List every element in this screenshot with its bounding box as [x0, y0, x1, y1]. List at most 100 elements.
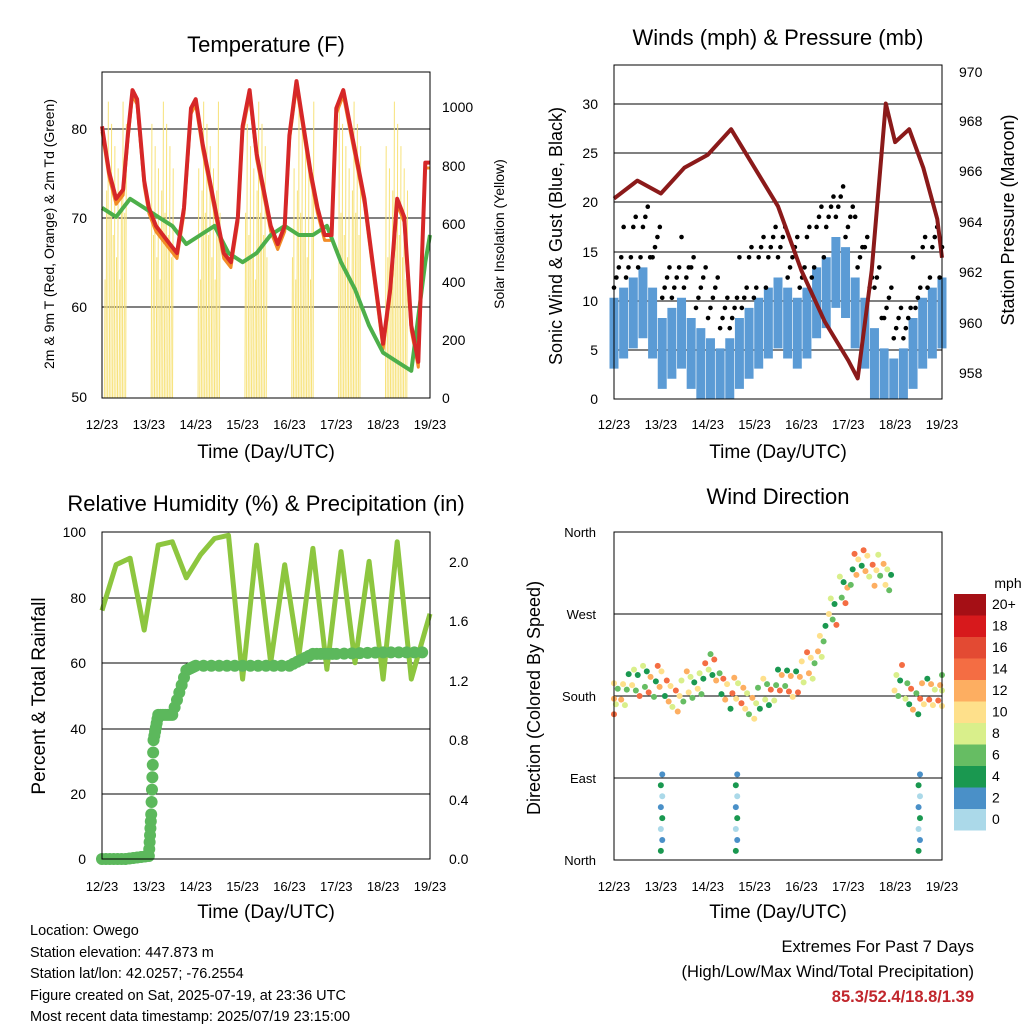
direction-frame	[613, 531, 943, 861]
ytick-label: 600	[442, 216, 466, 232]
direction-point	[875, 551, 882, 558]
insolation-spike	[403, 168, 405, 399]
gust-point	[645, 204, 651, 209]
legend-swatch	[954, 787, 986, 809]
gust-point	[905, 315, 911, 321]
ytick-label: 70	[71, 210, 87, 226]
ytick-label: 400	[442, 274, 466, 290]
insolation-spike	[152, 234, 155, 399]
xtick-label: 18/23	[879, 417, 912, 432]
direction-point	[636, 693, 643, 699]
gust-point	[753, 285, 759, 290]
gust-point	[768, 244, 774, 250]
direction-point	[773, 682, 780, 689]
insolation-spike	[121, 101, 124, 399]
humidity-xlabel: Time (Day/UTC)	[197, 902, 335, 923]
direction-point	[884, 566, 891, 573]
gust-point	[744, 285, 749, 290]
insolation-spike	[309, 279, 312, 399]
ytick-label: 0	[442, 390, 450, 406]
gust-point	[843, 234, 848, 240]
gust-point	[715, 275, 721, 280]
gust-point	[643, 214, 648, 220]
direction-point	[785, 688, 792, 695]
direction-point	[713, 677, 720, 684]
direction-point	[614, 685, 621, 692]
ytick-label: 0.0	[449, 851, 469, 867]
direction-point	[862, 568, 869, 575]
gust-point	[838, 194, 844, 199]
gust-point	[876, 265, 882, 270]
direction-point	[784, 667, 791, 674]
station-elevation: Station elevation: 447.873 m	[30, 944, 214, 961]
ytick-label: 0.8	[449, 732, 469, 748]
xtick-label: 14/23	[691, 417, 724, 432]
humidity-plot-area	[96, 532, 433, 865]
direction-point	[793, 668, 800, 675]
gust-point	[932, 234, 938, 240]
direction-point	[634, 672, 641, 679]
temperature-title: Temperature (F)	[187, 32, 345, 57]
gust-point	[889, 285, 894, 290]
legend-label: 18	[992, 618, 1008, 634]
ytick-label: 10	[582, 293, 598, 309]
gust-point	[741, 295, 747, 301]
insolation-spike	[297, 101, 300, 399]
direction-gridlines	[614, 613, 942, 779]
direction-point	[700, 675, 707, 682]
direction-point	[724, 681, 731, 688]
direction-point	[895, 693, 902, 699]
figure-created: Figure created on Sat, 2025-07-19, at 23…	[30, 987, 346, 1004]
ytick-label: 200	[442, 332, 466, 348]
humidity-yticks-left: 0 20 40 60 80 100	[63, 524, 87, 867]
insolation-spike	[112, 234, 114, 399]
humidity-ylabel-left: Percent & Total Rainfall	[29, 597, 50, 794]
direction-point	[663, 677, 670, 684]
insolation-spike	[292, 168, 295, 399]
direction-point	[680, 698, 687, 705]
direction-point	[902, 695, 909, 702]
gust-point	[696, 295, 701, 301]
gust-point	[787, 265, 793, 270]
direction-point	[842, 600, 849, 607]
legend-label: 0	[992, 811, 1000, 827]
insolation-spike	[252, 168, 255, 399]
gust-point	[693, 305, 699, 311]
ytick-label: 968	[959, 113, 983, 129]
ytick-label: 30	[582, 96, 598, 112]
direction-point	[727, 705, 734, 712]
ytick-label: 40	[70, 721, 86, 737]
ytick-label: 80	[71, 121, 87, 137]
gust-point	[756, 255, 762, 260]
ytick-label: 958	[959, 365, 983, 381]
gust-point	[804, 234, 810, 240]
rainfall-point	[145, 808, 158, 821]
insolation-spike	[254, 279, 256, 399]
station-location: Location: Owego	[30, 923, 139, 939]
insolation-spike	[157, 168, 159, 399]
direction-point	[787, 672, 794, 679]
gust-point	[626, 265, 631, 270]
ytick-label: East	[570, 771, 596, 786]
direction-point	[926, 696, 933, 703]
direction-point	[849, 566, 856, 573]
direction-point	[694, 685, 701, 692]
ytick-label: 25	[582, 145, 598, 161]
direction-point	[683, 668, 690, 675]
direction-point	[654, 662, 661, 669]
direction-point	[749, 694, 756, 701]
direction-point	[833, 621, 840, 628]
gust-point	[679, 234, 684, 240]
direction-point	[720, 675, 727, 682]
gust-point	[850, 204, 856, 209]
direction-point	[740, 684, 747, 691]
insolation-spike	[291, 257, 293, 399]
gust-point	[684, 275, 689, 280]
gust-point	[758, 244, 764, 250]
insolation-spike	[160, 190, 163, 399]
direction-point	[732, 804, 739, 811]
ytick-label: 60	[70, 655, 86, 671]
direction-ylabel-left: Direction (Colored By Speed)	[524, 581, 544, 815]
xtick-label: 17/23	[320, 879, 353, 894]
